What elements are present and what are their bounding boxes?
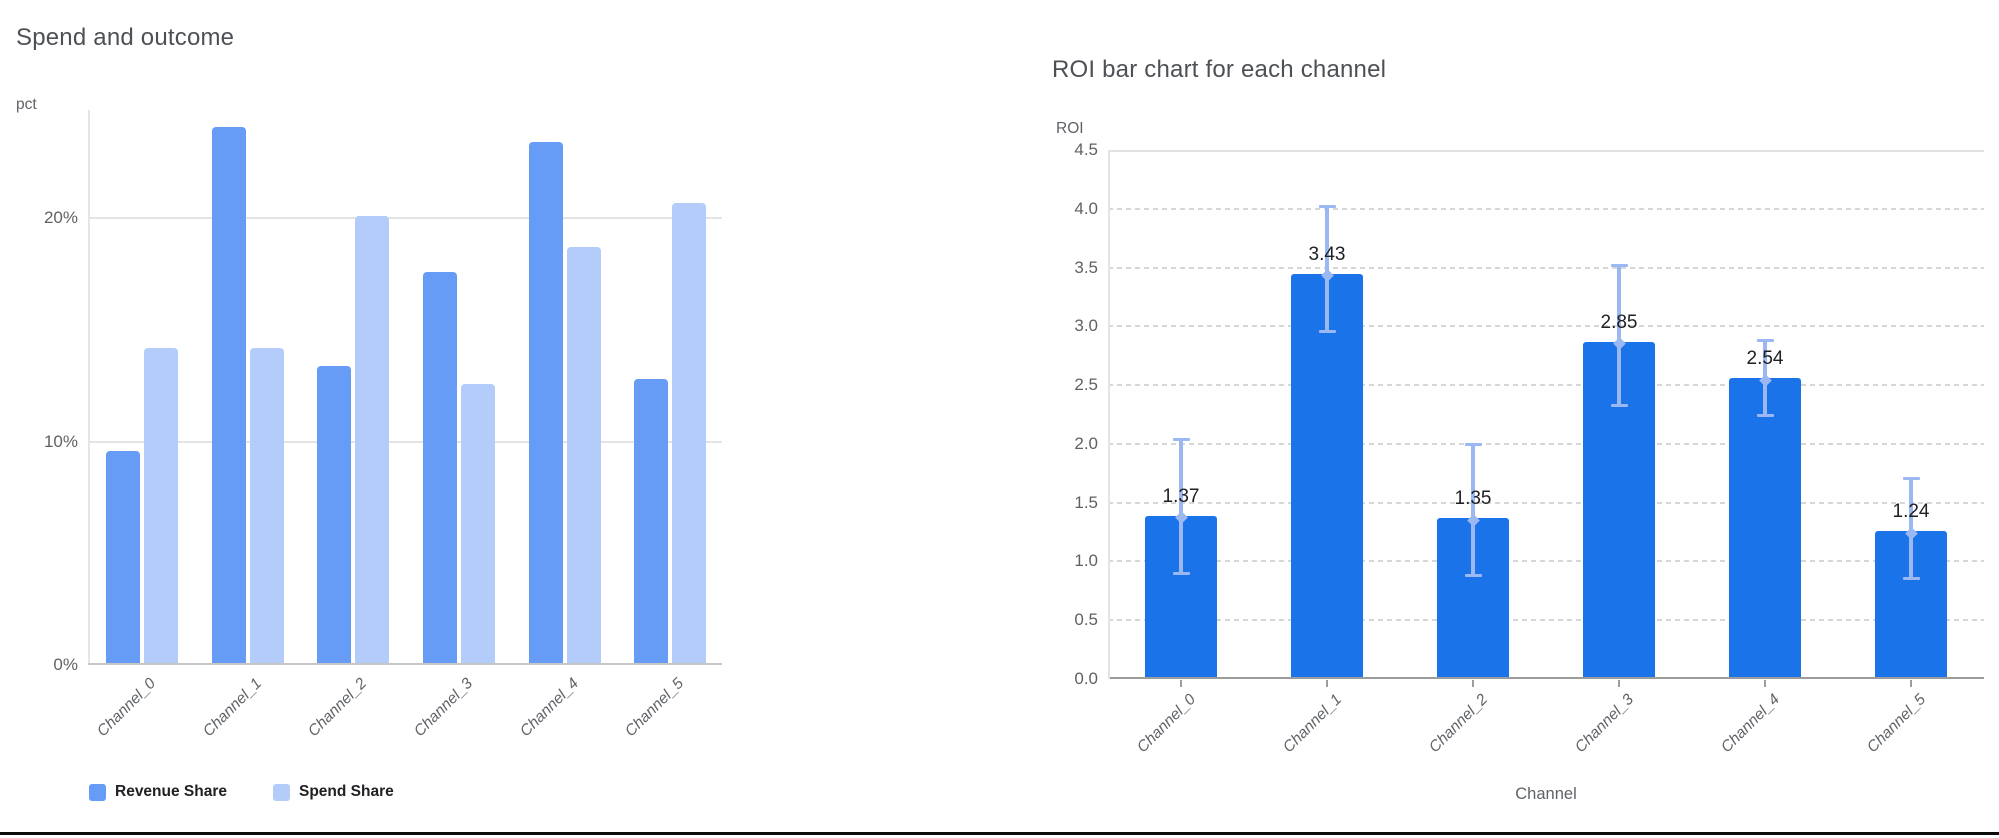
gridline-dashed <box>1108 560 1984 563</box>
bar-value-label: 1.35 <box>1454 488 1492 510</box>
error-cap-top <box>1464 442 1482 446</box>
y-axis-tick-label: 2.0 <box>1074 433 1098 453</box>
error-cap-top <box>1610 264 1628 268</box>
gridline <box>88 440 722 443</box>
error-cap-top <box>1172 438 1190 442</box>
y-axis-tick-label: 0.0 <box>1074 669 1098 688</box>
error-cap-bottom <box>1610 404 1628 408</box>
error-cap-bottom <box>1318 330 1336 334</box>
error-cap-bottom <box>1464 573 1482 577</box>
roi-plot-area: 0.0 0.5 1.0 1.5 2.0 2.5 3.0 3.5 4.0 4.5 1.37 3.43 1.… <box>1074 140 1984 803</box>
error-cap-bottom <box>1902 577 1920 581</box>
bar-revenue-share-channel_5[interactable] <box>634 379 669 663</box>
gridline-dashed <box>1108 501 1984 504</box>
x-axis-category-label: Channel_5 <box>622 675 688 741</box>
error-whisker <box>1617 265 1621 407</box>
bar-revenue-share-channel_3[interactable] <box>423 271 457 663</box>
x-axis-tick <box>1764 680 1766 687</box>
revenue-share-swatch <box>89 783 106 801</box>
legend-item-spend-share[interactable]: Spend Share <box>273 783 394 801</box>
bar-value-label: 2.85 <box>1600 311 1638 333</box>
x-axis-category-label: Channel_1 <box>199 675 265 741</box>
bar-revenue-share-channel_2[interactable] <box>317 365 352 663</box>
gridline-dashed <box>1108 325 1984 328</box>
y-axis-line <box>1108 150 1110 679</box>
right-y-axis-name: ROI <box>1056 120 1084 137</box>
x-axis-tick <box>1910 680 1912 687</box>
gridline <box>88 217 722 219</box>
spend-outcome-plot-area: 0% 10% 20% Channel_0 Channel_1 Channel_2 Chann… <box>44 110 722 740</box>
gridline-dashed <box>1108 266 1984 269</box>
y-axis-tick-label: 4.0 <box>1074 198 1098 218</box>
gridline-dashed <box>1108 619 1984 622</box>
x-axis-tick <box>1326 680 1328 687</box>
spend-share-swatch <box>273 783 290 801</box>
bar-revenue-share-channel_1[interactable] <box>211 126 246 663</box>
left-y-axis-name: pct <box>16 96 37 113</box>
error-cap-bottom <box>1756 413 1774 417</box>
x-axis-category-label: Channel_3 <box>410 675 476 741</box>
error-cap-top <box>1756 339 1774 343</box>
y-axis-tick-label: 3.0 <box>1074 316 1098 336</box>
bar-revenue-share-channel_4[interactable] <box>528 142 563 663</box>
y-axis-tick-label: 10% <box>43 431 78 451</box>
right-chart-title: ROI bar chart for each channel <box>1052 56 1387 83</box>
y-axis-tick-label: 1.0 <box>1074 551 1098 571</box>
bar-revenue-share-channel_0[interactable] <box>106 450 140 663</box>
bar-spend-share-channel_3[interactable] <box>461 383 495 663</box>
error-cap-top <box>1902 476 1920 480</box>
error-cap-bottom <box>1172 572 1190 576</box>
bar-spend-share-channel_1[interactable] <box>249 347 284 663</box>
y-axis-tick-label: 0% <box>53 655 78 674</box>
gridline-dashed <box>1108 442 1984 445</box>
legend-label: Spend Share <box>299 783 394 800</box>
y-axis-tick-label: 3.5 <box>1074 257 1098 277</box>
roi-bar-channel_1[interactable] <box>1291 273 1363 677</box>
bar-spend-share-channel_4[interactable] <box>566 247 601 663</box>
x-axis-category-label: Channel_0 <box>93 675 159 741</box>
gridline-top <box>1108 150 1984 152</box>
bottom-divider <box>0 832 1999 835</box>
left-chart-title: Spend and outcome <box>16 24 235 51</box>
y-axis-tick-label: 1.5 <box>1074 492 1098 512</box>
gridline-dashed <box>1108 384 1984 387</box>
legend-item-revenue-share[interactable]: Revenue Share <box>89 783 227 801</box>
y-axis-tick-label: 4.5 <box>1074 140 1098 159</box>
x-axis-tick <box>1180 680 1182 687</box>
bar-value-label: 1.37 <box>1162 485 1200 507</box>
y-axis-tick-label: 2.5 <box>1074 375 1098 395</box>
y-axis-tick-label: 20% <box>43 208 78 227</box>
roi-bar-channel_4[interactable] <box>1729 378 1801 677</box>
x-axis-line <box>1108 677 1984 679</box>
bar-spend-share-channel_0[interactable] <box>144 347 178 663</box>
error-whisker <box>1325 206 1329 333</box>
x-axis-tick <box>1618 680 1620 687</box>
bar-spend-share-channel_2[interactable] <box>355 216 390 663</box>
left-chart-legend: Revenue Share Spend Share <box>89 783 394 801</box>
x-axis-line <box>88 663 722 665</box>
error-whisker <box>1179 439 1183 575</box>
gridline-dashed <box>1108 207 1984 210</box>
error-cap-top <box>1318 205 1336 209</box>
legend-label: Revenue Share <box>115 783 227 800</box>
bar-value-label: 1.24 <box>1892 501 1930 523</box>
bar-value-label: 3.43 <box>1308 243 1346 265</box>
x-axis-tick <box>1472 680 1474 687</box>
x-axis-category-label: Channel_4 <box>516 675 582 741</box>
y-axis-tick-label: 0.5 <box>1074 610 1098 630</box>
x-axis-category-label: Channel_2 <box>305 675 371 741</box>
x-axis-name: Channel <box>1515 785 1577 803</box>
bar-value-label: 2.54 <box>1746 348 1784 370</box>
y-axis-line <box>88 110 90 665</box>
bar-spend-share-channel_5[interactable] <box>672 202 707 663</box>
error-whisker <box>1471 443 1475 576</box>
